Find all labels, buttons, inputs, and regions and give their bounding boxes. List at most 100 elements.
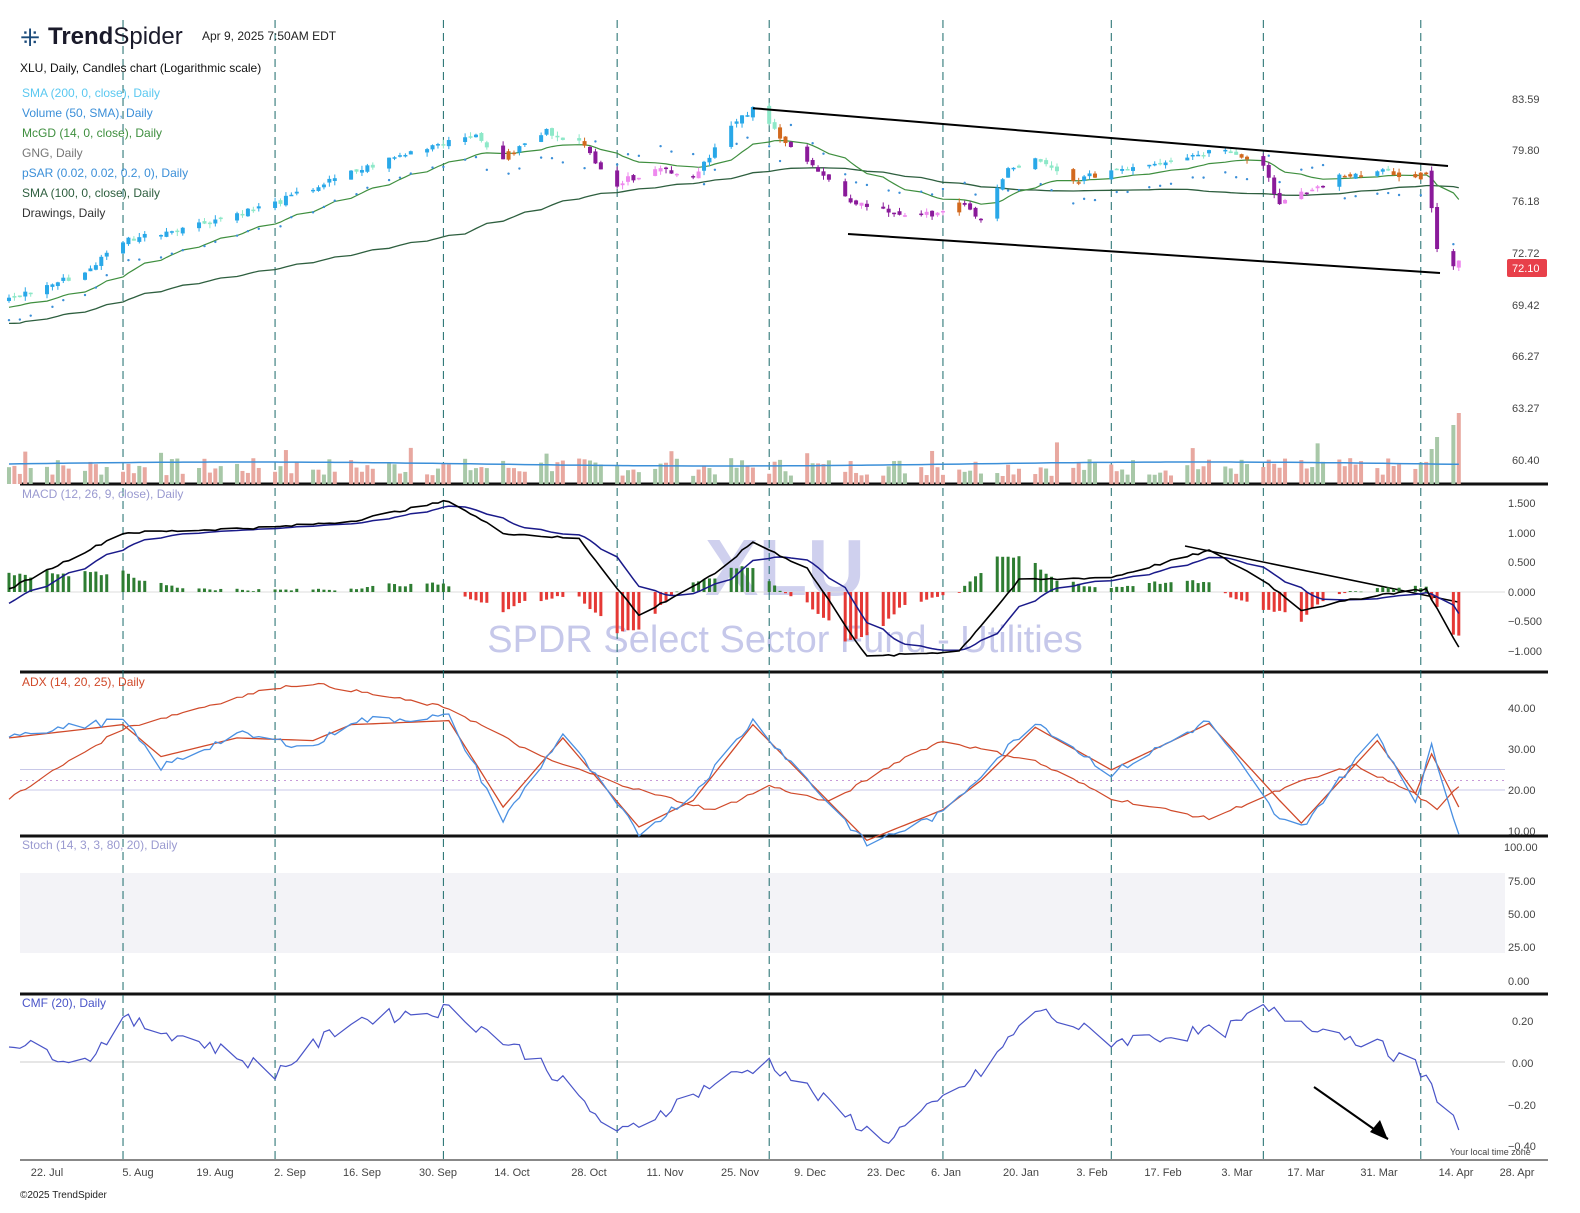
macd-histogram-bar (735, 568, 739, 592)
cmf-axis[interactable]: 0.20 0.00 −0.20 −0.40 (1508, 1016, 1536, 1153)
macd-histogram-bar (1234, 592, 1238, 600)
stoch-axis[interactable]: 100.00 75.00 50.00 25.00 0.00 (1504, 842, 1538, 988)
brand-logo[interactable]: ⁜ TrendSpider (20, 23, 183, 52)
volume-bar (1380, 474, 1385, 484)
price-tick: 76.18 (1512, 196, 1540, 208)
indicator-gng-label[interactable]: GNG, Daily (22, 146, 83, 160)
candle-body (88, 268, 93, 272)
macd-histogram-bar (257, 589, 261, 592)
cmf-pane-label[interactable]: CMF (20), Daily (22, 996, 106, 1010)
macd-histogram-bar (387, 583, 391, 592)
candle-body (256, 206, 261, 209)
macd-histogram-bar (773, 585, 777, 592)
candle-body (620, 183, 625, 186)
macd-histogram-bar (409, 583, 413, 592)
indicator-volume-label[interactable]: Volume (50, SMA), Daily (22, 106, 153, 120)
time-axis[interactable]: 22. Jul 5. Aug 19. Aug 2. Sep 16. Sep 30… (31, 1167, 1535, 1179)
candle-body (886, 208, 891, 213)
candle-body (240, 213, 245, 216)
candle-body (549, 128, 554, 136)
macd-histogram-bar (697, 581, 701, 592)
candle-body (506, 151, 511, 160)
indicator-drawings-label[interactable]: Drawings, Daily (22, 206, 105, 220)
candle-body (1147, 164, 1152, 167)
date-tick: 22. Jul (31, 1167, 63, 1179)
psar-dot (974, 193, 977, 196)
candle-body (544, 128, 549, 135)
candle-body (1114, 168, 1119, 171)
macd-histogram-bar (925, 592, 929, 600)
macd-histogram-bar (664, 592, 668, 601)
volume-bar (1321, 461, 1326, 484)
psar-dot (1343, 197, 1346, 200)
macd-histogram-bar (849, 592, 853, 640)
volume-bar (50, 474, 55, 484)
indicator-psar-label[interactable]: pSAR (0.02, 0.02, 0.2, 0), Daily (22, 166, 188, 180)
macd-histogram-bar (88, 572, 92, 592)
macd-histogram-bar (431, 582, 435, 592)
candle-body (23, 291, 28, 297)
macd-histogram-bar (583, 592, 587, 604)
volume-bar (1429, 449, 1434, 484)
last-price-value: 72.10 (1512, 263, 1540, 275)
volume-bar (805, 453, 810, 484)
macd-histogram-bar (208, 589, 212, 592)
volume-bar (332, 471, 337, 484)
volume-bar (1082, 469, 1087, 484)
candle-body (615, 170, 620, 187)
indicator-mcgd-label[interactable]: McGD (14, 0, close), Daily (22, 126, 162, 140)
volume-bar (321, 474, 326, 484)
psar-dot (290, 216, 293, 219)
volume-bar (159, 452, 164, 484)
logo-icon: ⁜ (20, 25, 40, 52)
macd-axis[interactable]: 1.500 1.000 0.500 0.000 −0.500 −1.000 (1508, 498, 1542, 658)
price-axis[interactable]: 83.59 79.80 76.18 72.72 69.42 66.27 63.2… (1512, 94, 1540, 467)
candle-body (446, 140, 451, 147)
indicator-sma200-label[interactable]: SMA (200, 0, close), Daily (22, 86, 160, 100)
macd-tick: 1.500 (1508, 498, 1536, 510)
volume-bar (664, 462, 669, 484)
candle-body (6, 297, 11, 302)
macd-histogram-bar (425, 583, 429, 592)
candle-body (1391, 171, 1396, 176)
adx-axis[interactable]: 40.00 30.00 20.00 10.00 (1508, 703, 1536, 838)
volume-bar (593, 462, 598, 484)
candle-body (349, 170, 354, 180)
indicator-sma100-label[interactable]: SMA (100, 0, close), Daily (22, 186, 160, 200)
candle-body (1033, 158, 1038, 170)
candle-body (691, 176, 696, 178)
psar-dot (83, 293, 87, 297)
psar-dot (615, 163, 619, 166)
psar-dot (1006, 189, 1010, 192)
adx-pane-label[interactable]: ADX (14, 20, 25), Daily (22, 675, 145, 689)
macd-histogram-bar (778, 590, 782, 592)
macd-histogram-bar (1077, 583, 1081, 592)
psar-dot (431, 166, 434, 169)
candle-body (702, 161, 707, 171)
candle-body (968, 203, 973, 210)
psar-dot (279, 225, 282, 228)
volume-bar (1353, 464, 1358, 484)
candle-body (522, 143, 527, 145)
psar-dot (203, 244, 206, 248)
stoch-pane-label[interactable]: Stoch (14, 3, 3, 80, 20), Daily (22, 838, 177, 852)
volume-bar (549, 471, 554, 484)
local-time-zone-label[interactable]: Your local time zone (1450, 1147, 1531, 1157)
macd-histogram-bar (1267, 592, 1271, 610)
candle-body (669, 170, 674, 174)
psar-dot (246, 229, 250, 233)
psar-dot (930, 193, 934, 196)
date-tick: 17. Feb (1144, 1167, 1181, 1179)
candles (6, 102, 1461, 303)
volume-bar (273, 471, 278, 484)
candle-body (1000, 179, 1005, 190)
macd-histogram-bar (892, 592, 896, 615)
macd-pane-label[interactable]: MACD (12, 26, 9, close), Daily (22, 487, 183, 501)
psar-dot (1452, 243, 1455, 246)
volume-bar (83, 470, 88, 484)
psar-dot (366, 186, 369, 189)
candle-body (854, 200, 859, 205)
volume-bar (1038, 467, 1043, 484)
volume-bar (1424, 461, 1429, 484)
